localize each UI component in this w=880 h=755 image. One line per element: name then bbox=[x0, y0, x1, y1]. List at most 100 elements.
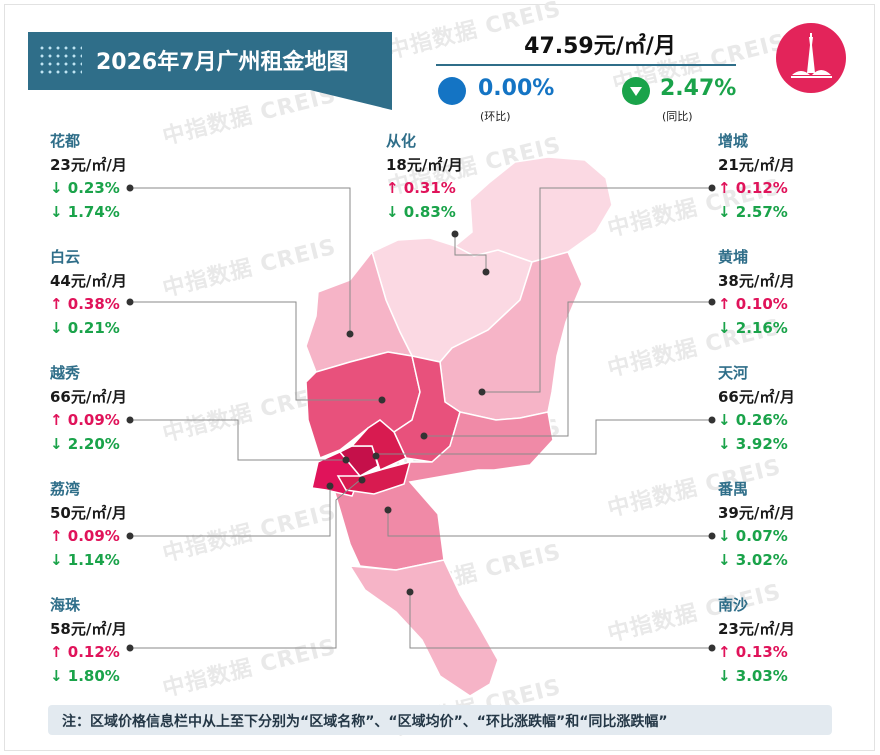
district-name: 南沙 bbox=[718, 596, 749, 614]
district-info-yuexiu: 越秀 66元/㎡/月 ↑ 0.09% ↓ 2.20% bbox=[50, 362, 127, 456]
leader-dot-huadu bbox=[126, 184, 134, 192]
leader-dot-yuexiu bbox=[126, 416, 134, 424]
district-mom: ↑ 0.38% bbox=[50, 295, 120, 313]
leader-line-huangpu bbox=[424, 301, 712, 437]
canton-tower-logo-icon bbox=[776, 23, 846, 93]
district-price: 58元/㎡/月 bbox=[50, 619, 127, 638]
district-yoy: ↓ 3.03% bbox=[718, 666, 788, 685]
leader-dot-huangpu-end bbox=[420, 432, 428, 440]
district-mom: ↑ 0.12% bbox=[50, 643, 120, 661]
district-mom: ↑ 0.09% bbox=[50, 527, 120, 545]
district-region-conghua bbox=[453, 156, 613, 263]
dot-grid-icon bbox=[38, 44, 82, 76]
district-price: 50元/㎡/月 bbox=[50, 503, 127, 522]
yoy-label: (同比) bbox=[662, 110, 693, 123]
district-region-panyu bbox=[329, 411, 554, 571]
district-yoy: ↓ 0.83% bbox=[386, 202, 456, 221]
district-name: 天河 bbox=[718, 364, 749, 382]
leader-dot-tianhe bbox=[708, 416, 716, 424]
district-price: 23元/㎡/月 bbox=[50, 155, 127, 174]
district-yoy: ↓ 3.02% bbox=[718, 550, 788, 569]
page-title: 2026年7月广州租金地图 bbox=[96, 50, 349, 75]
leader-dot-panyu-end bbox=[384, 506, 392, 514]
leader-line-baiyun bbox=[130, 301, 382, 401]
leader-line-conghua bbox=[454, 234, 487, 272]
district-mom: ↑ 0.13% bbox=[718, 643, 788, 661]
district-region-nansha bbox=[348, 559, 499, 697]
leader-dot-nansha bbox=[708, 644, 716, 652]
district-yoy: ↓ 2.57% bbox=[718, 202, 788, 221]
district-info-baiyun: 白云 44元/㎡/月 ↑ 0.38% ↓ 0.21% bbox=[50, 246, 127, 340]
district-price: 38元/㎡/月 bbox=[718, 271, 795, 290]
district-name: 从化 bbox=[386, 132, 417, 150]
district-yoy: ↓ 3.92% bbox=[718, 434, 788, 453]
district-name: 黄埔 bbox=[718, 248, 749, 266]
district-info-haizhu: 海珠 58元/㎡/月 ↑ 0.12% ↓ 1.80% bbox=[50, 594, 127, 688]
district-price: 66元/㎡/月 bbox=[718, 387, 795, 406]
infographic-frame bbox=[4, 4, 875, 751]
district-info-zengcheng: 增城 21元/㎡/月 ↑ 0.12% ↓ 2.57% bbox=[718, 130, 795, 224]
district-name: 花都 bbox=[50, 132, 81, 150]
district-name: 越秀 bbox=[50, 364, 81, 382]
average-rent-price: 47.59元/㎡/月 bbox=[524, 34, 676, 59]
leader-line-panyu bbox=[387, 510, 712, 537]
yoy-change-value: 2.47% bbox=[660, 76, 737, 101]
leader-dot-haizhu-end bbox=[358, 476, 366, 484]
leader-line-yuexiu bbox=[130, 419, 346, 461]
district-info-conghua: 从化 18元/㎡/月 ↑ 0.31% ↓ 0.83% bbox=[386, 130, 463, 224]
district-mom: ↓ 0.07% bbox=[718, 527, 788, 545]
leader-dot-tianhe-end bbox=[372, 452, 380, 460]
district-mom: ↑ 0.09% bbox=[50, 411, 120, 429]
district-region-tianhe bbox=[350, 419, 407, 472]
district-info-panyu: 番禺 39元/㎡/月 ↓ 0.07% ↓ 3.02% bbox=[718, 478, 795, 572]
district-info-huangpu: 黄埔 38元/㎡/月 ↑ 0.10% ↓ 2.16% bbox=[718, 246, 795, 340]
leader-dot-zengcheng-end bbox=[478, 388, 486, 396]
leader-dot-baiyun bbox=[126, 298, 134, 306]
district-name: 增城 bbox=[718, 132, 749, 150]
leader-line-haizhu bbox=[130, 479, 361, 649]
district-price: 21元/㎡/月 bbox=[718, 155, 795, 174]
district-price: 23元/㎡/月 bbox=[718, 619, 795, 638]
district-mom: ↓ 0.23% bbox=[50, 179, 120, 197]
leader-dot-panyu bbox=[708, 532, 716, 540]
district-info-nansha: 南沙 23元/㎡/月 ↑ 0.13% ↓ 3.03% bbox=[718, 594, 795, 688]
leader-line-nansha bbox=[409, 592, 712, 649]
district-price: 66元/㎡/月 bbox=[50, 387, 127, 406]
district-name: 海珠 bbox=[50, 596, 81, 614]
district-yoy: ↓ 1.80% bbox=[50, 666, 120, 685]
leader-dot-zengcheng bbox=[708, 184, 716, 192]
leader-dot-nansha-end bbox=[406, 588, 414, 596]
yoy-down-icon bbox=[622, 77, 650, 105]
leader-dot-conghua bbox=[451, 230, 459, 238]
district-mom: ↑ 0.31% bbox=[386, 179, 456, 197]
mom-label: (环比) bbox=[480, 110, 511, 123]
district-name: 番禺 bbox=[718, 480, 749, 498]
leader-line-huadu bbox=[130, 187, 351, 334]
leader-line-liwan bbox=[130, 486, 331, 537]
mom-change-value: 0.00% bbox=[478, 76, 555, 101]
district-price: 39元/㎡/月 bbox=[718, 503, 795, 522]
district-yoy: ↓ 1.74% bbox=[50, 202, 120, 221]
district-yoy: ↓ 1.14% bbox=[50, 550, 120, 569]
district-yoy: ↓ 2.16% bbox=[718, 318, 788, 337]
district-price: 18元/㎡/月 bbox=[386, 155, 463, 174]
leader-line-zengcheng bbox=[482, 187, 712, 393]
leader-dot-liwan bbox=[126, 532, 134, 540]
district-yoy: ↓ 2.20% bbox=[50, 434, 120, 453]
district-info-huadu: 花都 23元/㎡/月 ↓ 0.23% ↓ 1.74% bbox=[50, 130, 127, 224]
district-price: 44元/㎡/月 bbox=[50, 271, 127, 290]
leader-line-tianhe bbox=[376, 419, 712, 455]
mom-flat-icon bbox=[438, 77, 466, 105]
title-banner-notch bbox=[310, 90, 392, 110]
leader-dot-yuexiu-end bbox=[342, 456, 350, 464]
district-mom: ↑ 0.12% bbox=[718, 179, 788, 197]
leader-dot-conghua-end bbox=[482, 268, 490, 276]
header-divider bbox=[436, 64, 736, 66]
footnote-box bbox=[48, 705, 832, 735]
leader-dot-baiyun-end bbox=[378, 396, 386, 404]
district-name: 白云 bbox=[50, 248, 81, 266]
leader-dot-haizhu bbox=[126, 644, 134, 652]
leader-dot-huangpu bbox=[708, 298, 716, 306]
district-mom: ↑ 0.10% bbox=[718, 295, 788, 313]
